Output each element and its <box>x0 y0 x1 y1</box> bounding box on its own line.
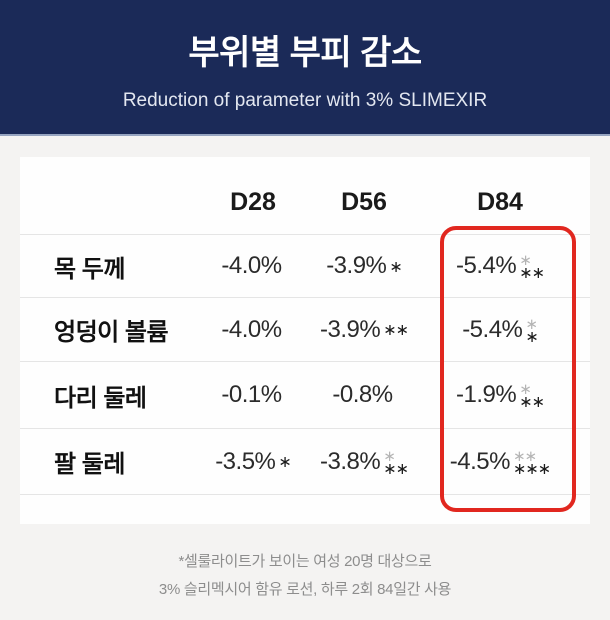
footnote-line-2: 3% 슬리멕시어 함유 로션, 하루 2회 84일간 사용 <box>158 581 452 598</box>
significance-asterisks: ∗∗ ∗∗∗ <box>512 447 551 478</box>
significance-asterisks: ∗ ∗∗ <box>383 447 409 478</box>
significance-asterisks: ∗ ∗∗ <box>519 381 545 411</box>
asterisk-gray: ∗ <box>525 315 538 333</box>
asterisk-black: ∗ <box>525 328 538 346</box>
column-header-d56: D56 <box>341 188 387 216</box>
asterisk-gray: ∗∗ <box>512 447 537 465</box>
table-cell: -0.1% <box>188 381 318 409</box>
table-cell: -5.4% ∗ ∗ <box>410 315 590 346</box>
table-cell: -3.9% ∗∗ <box>318 316 410 344</box>
footnote: *셀룰라이트가 보이는 여성 20명 대상으로 3% 슬리멕시어 함유 로션, … <box>0 548 610 604</box>
table-row: 팔 둘레 -3.5% ∗ -3.8% ∗ ∗∗ -4.5% ∗∗ ∗∗ <box>20 429 590 495</box>
table-cell: -3.8% ∗ ∗∗ <box>318 447 410 478</box>
significance-asterisks: ∗∗ <box>383 317 409 345</box>
page-subtitle: Reduction of parameter with 3% SLIMEXIR <box>122 89 488 111</box>
table-cell: -4.5% ∗∗ ∗∗∗ <box>410 447 590 478</box>
footnote-line-1: *셀룰라이트가 보이는 여성 20명 대상으로 <box>178 553 432 570</box>
cell-value: -0.8% <box>332 381 393 408</box>
asterisk-gray: ∗ <box>519 252 532 269</box>
table-cell: -4.0% <box>188 316 318 344</box>
asterisk-black: ∗∗ <box>519 394 545 411</box>
page-title: 부위별 부피 감소 <box>188 33 422 72</box>
table-row: 엉덩이 볼륨 -4.0% -3.9% ∗∗ -5.4% ∗ ∗ <box>20 298 590 362</box>
column-header-d84: D84 <box>477 188 523 216</box>
significance-asterisks: ∗ ∗∗ <box>519 252 545 282</box>
hero-header: 부위별 부피 감소 Reduction of parameter with 3%… <box>0 0 610 136</box>
cell-value: -1.9% <box>455 381 517 408</box>
cell-value: -0.1% <box>221 381 282 408</box>
significance-asterisks: ∗ ∗ <box>525 315 538 346</box>
table-cell: -5.4% ∗ ∗∗ <box>410 252 590 282</box>
row-label-leg: 다리 둘레 <box>54 384 147 412</box>
table-header-row: D28 D56 D84 <box>20 157 590 235</box>
table-cell: -4.0% <box>188 252 318 280</box>
cell-value: -3.9% <box>326 252 387 279</box>
asterisk-gray: ∗ <box>383 447 396 465</box>
table-cell: -1.9% ∗ ∗∗ <box>410 381 590 411</box>
table-cell: -3.5% ∗ <box>188 448 318 476</box>
column-header-d28: D28 <box>230 188 276 216</box>
asterisk-black: ∗∗∗ <box>512 460 551 478</box>
significance-asterisks: ∗ <box>278 449 291 477</box>
table-row: 다리 둘레 -0.1% -0.8% -1.9% ∗ ∗∗ <box>20 362 590 429</box>
results-table-card: D28 D56 D84 목 두께 -4.0% -3.9% ∗ <box>20 157 590 524</box>
asterisk-gray: ∗ <box>519 381 532 398</box>
cell-value: -4.5% <box>449 447 511 475</box>
asterisk-black: ∗∗ <box>383 460 409 478</box>
row-label-arm: 팔 둘레 <box>54 451 125 478</box>
table-row: 목 두께 -4.0% -3.9% ∗ -5.4% ∗ ∗∗ <box>20 235 590 298</box>
asterisk-black: ∗ <box>278 454 291 471</box>
cell-value: -4.0% <box>221 252 282 279</box>
cell-value: -4.0% <box>221 315 282 343</box>
significance-asterisks: ∗ <box>389 253 402 281</box>
asterisk-black: ∗∗ <box>519 265 545 282</box>
asterisk-black: ∗∗ <box>383 322 409 339</box>
cell-value: -3.8% <box>319 447 381 475</box>
cell-value: -3.5% <box>215 447 276 475</box>
asterisk-black: ∗ <box>389 258 402 276</box>
row-label-hip: 엉덩이 볼륨 <box>54 319 169 346</box>
cell-value: -5.4% <box>462 315 523 343</box>
table-cell: -3.9% ∗ <box>318 252 410 280</box>
table-cell: -0.8% <box>318 381 410 409</box>
cell-value: -5.4% <box>455 252 517 279</box>
row-label-neck: 목 두께 <box>54 255 125 283</box>
cell-value: -3.9% <box>319 315 381 343</box>
